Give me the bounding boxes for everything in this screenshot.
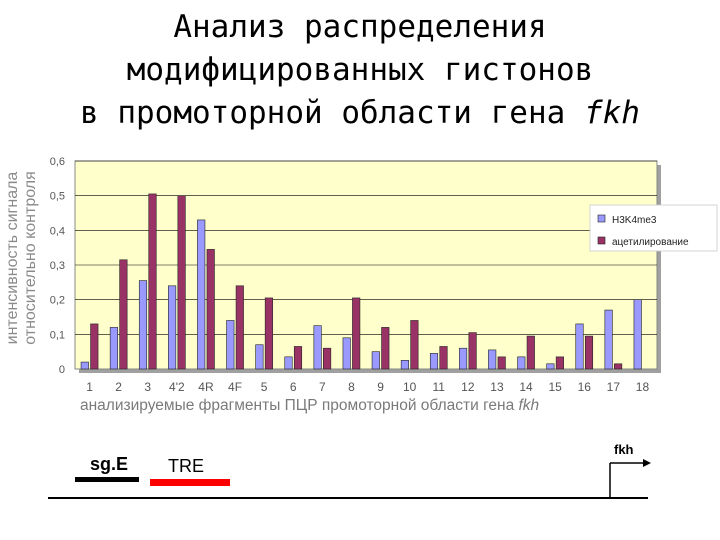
promoter-diagram [48,459,651,499]
bar-acetylation [497,356,506,370]
legend-swatch [597,214,606,223]
tss-arrow-icon [643,459,651,467]
x-axis-label-text: анализируемые фрагменты ПЦР промоторной … [80,397,519,414]
bar-acetylation [206,249,215,370]
x-tick-label: 10 [403,380,417,394]
x-tick-label: 9 [377,380,384,394]
x-tick-label: 12 [461,380,475,394]
bar-h3k4me3 [197,219,206,370]
bar-chart: 00,10,20,30,40,50,61 2 3 4'2 4R 4F 5 6 7 8 9 10 11 12… [50,156,718,394]
bar-h3k4me3 [284,356,293,370]
bar-acetylation [323,347,332,370]
bar-h3k4me3 [109,327,118,370]
bar-acetylation [148,193,157,370]
bar-acetylation [235,285,244,370]
x-tick-label: 13 [490,380,504,394]
title-line-3: в промоторной области гена fkh [0,92,720,135]
bar-acetylation [614,363,623,370]
x-tick-label: 2 [115,380,122,394]
y-tick-label: 0,5 [50,191,65,203]
x-tick-label: 16 [578,380,592,394]
x-tick-label: 3 [144,380,151,394]
legend-swatch [597,236,606,245]
x-tick-label: 8 [348,380,355,394]
bar-h3k4me3 [604,309,613,370]
x-tick-label: 11 [433,380,446,394]
bar-h3k4me3 [633,299,642,370]
x-tick-label: 5 [261,380,268,394]
y-tick-label: 0,4 [50,225,65,237]
tre-label: TRE [168,456,204,476]
bar-acetylation [177,195,186,370]
x-tick-label: 4'2 [169,380,185,394]
bar-acetylation [468,332,477,370]
sge-label: sg.E [90,454,129,474]
bar-h3k4me3 [168,285,177,370]
bar-acetylation [90,323,99,370]
bar-h3k4me3 [226,320,235,370]
bar-h3k4me3 [138,280,148,370]
bar-h3k4me3 [517,356,526,370]
bar-acetylation [352,297,361,370]
bar-acetylation [584,335,594,370]
bar-acetylation [439,346,448,370]
bar-h3k4me3 [342,337,351,370]
x-tick-label: 4F [228,380,242,394]
x-tick-label: 18 [636,380,650,394]
slide-title: Анализ распределения модифицированных ги… [0,6,720,135]
x-tick-label: 15 [548,380,562,394]
bar-h3k4me3 [400,360,409,370]
bar-h3k4me3 [429,353,439,370]
bar-acetylation [264,297,273,370]
x-tick-label: 4R [198,380,214,394]
y-tick-label: 0,3 [50,260,65,272]
title-line-2: модифицированных гистонов [126,52,594,88]
x-tick-label: 1 [86,380,93,394]
x-axis-label-gene: fkh [518,397,540,414]
bar-acetylation [119,259,128,370]
bar-h3k4me3 [575,323,584,370]
x-tick-label: 14 [519,380,533,394]
title-line-1: Анализ распределения [173,9,547,45]
legend-label: H3K4me3 [612,215,657,226]
bar-h3k4me3 [371,351,380,370]
title-line-3-prefix: в промоторной области гена [80,95,584,131]
legend-label: ацетилирование [612,237,689,248]
bar-acetylation [526,335,535,370]
bar-acetylation [410,320,419,370]
y-tick-label: 0 [59,364,65,376]
tre-segment [150,479,230,486]
legend-box [589,204,718,252]
y-tick-label: 0,1 [50,329,65,341]
bar-acetylation [293,346,303,370]
bar-h3k4me3 [546,363,555,370]
bar-h3k4me3 [255,344,264,370]
title-gene-name: fkh [583,95,640,131]
y-tick-label: 0,2 [50,295,65,307]
bar-h3k4me3 [80,361,89,370]
sge-segment [75,477,139,482]
fkh-gene-label: fkh [614,442,634,457]
bar-h3k4me3 [459,347,468,370]
x-axis-label: анализируемые фрагменты ПЦР промоторной … [80,397,539,415]
x-tick-label: 7 [319,380,326,394]
bar-h3k4me3 [313,325,322,370]
bar-h3k4me3 [488,349,497,370]
y-tick-label: 0,6 [50,156,65,168]
x-tick-label: 6 [290,380,297,394]
x-tick-label: 17 [607,380,621,394]
bar-acetylation [555,356,564,370]
bar-acetylation [381,327,390,370]
